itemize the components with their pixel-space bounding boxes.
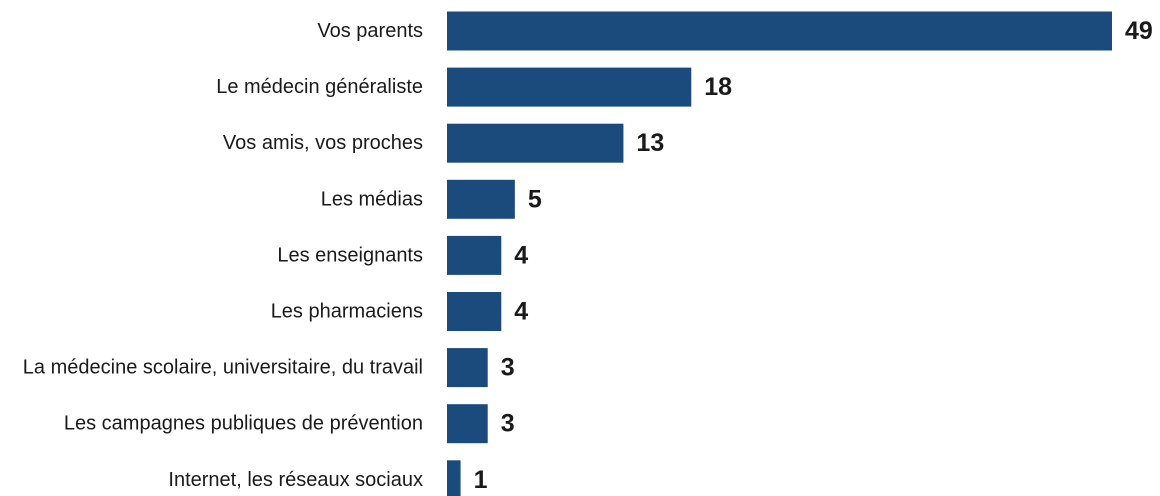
value-label: 3 [501, 410, 515, 438]
category-label: Les enseignants [277, 244, 423, 266]
category-labels: Vos parents Le médecin généraliste Vos ami… [23, 20, 423, 491]
bar [447, 11, 1112, 51]
bars [447, 11, 1112, 496]
value-label: 1 [474, 466, 488, 494]
bar [447, 404, 488, 444]
category-label: Les campagnes publiques de prévention [64, 413, 423, 435]
value-label: 4 [514, 298, 528, 326]
bar [447, 292, 502, 331]
value-label: 13 [636, 129, 664, 157]
value-label: 5 [528, 185, 542, 213]
bar [447, 123, 624, 163]
category-label: La médecine scolaire, universitaire, du … [23, 357, 423, 379]
bar [447, 235, 502, 275]
bar [447, 460, 461, 496]
bar [447, 179, 515, 219]
category-label: Vos parents [317, 20, 423, 42]
bar [447, 348, 488, 388]
value-label: 49 [1125, 17, 1153, 45]
category-label: Le médecin généraliste [216, 76, 423, 98]
category-label: Les médias [321, 188, 423, 210]
category-label: Internet, les réseaux sociaux [168, 469, 423, 491]
value-label: 18 [704, 73, 732, 101]
category-label: Vos amis, vos proches [223, 132, 423, 154]
bar [447, 67, 692, 107]
value-label: 4 [514, 241, 528, 269]
value-label: 3 [501, 354, 515, 382]
category-label: Les pharmaciens [271, 301, 423, 323]
